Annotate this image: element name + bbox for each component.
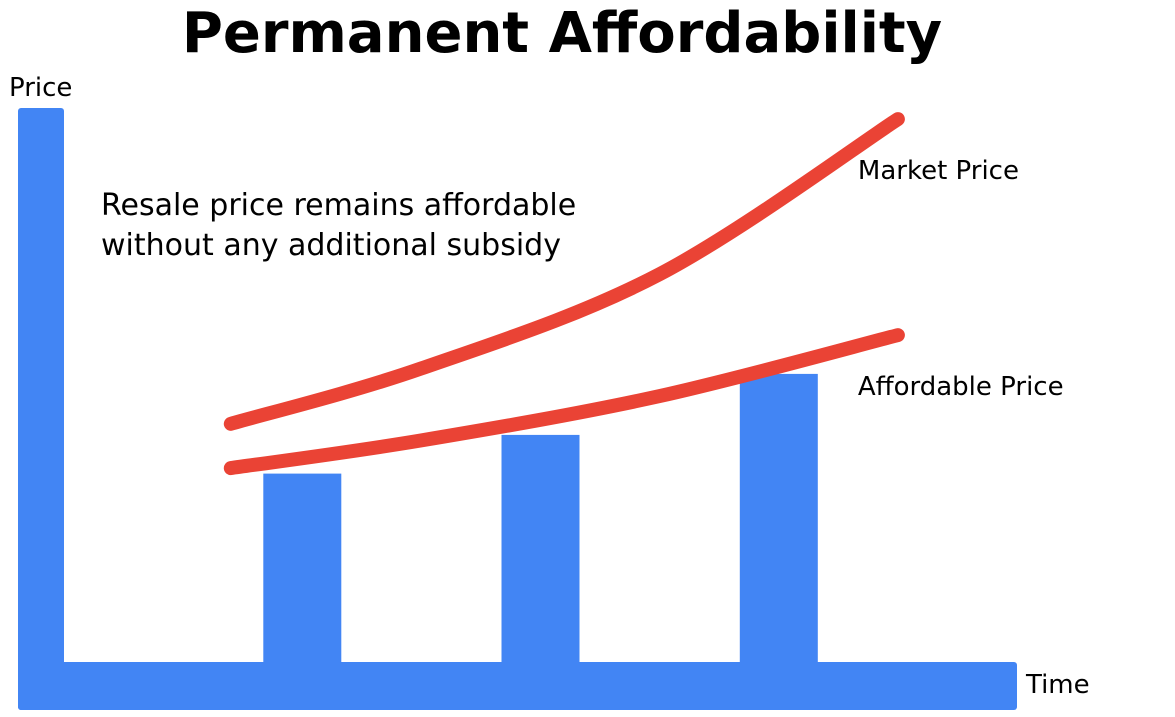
series-labels-layer: Market Price Affordable Price (858, 156, 1064, 402)
market-price-line (223, 112, 905, 431)
bar-2 (501, 434, 580, 662)
affordable-price-label: Affordable Price (858, 372, 1064, 402)
chart-title: Permanent Affordability (182, 1, 942, 66)
bars-layer (263, 373, 818, 662)
x-axis-label: Time (1025, 670, 1090, 700)
bar-3 (739, 373, 818, 662)
annotation-line-2: without any additional subsidy (101, 228, 561, 263)
market-price-label: Market Price (858, 156, 1019, 186)
y-axis (18, 108, 64, 710)
affordable-price-line (223, 328, 905, 476)
y-axis-label: Price (9, 73, 72, 103)
annotation-text: Resale price remains affordable without … (101, 188, 586, 263)
annotation-line-1: Resale price remains affordable (101, 188, 576, 223)
x-axis (18, 662, 1017, 710)
axes-layer (18, 108, 1017, 710)
lines-layer (223, 112, 905, 476)
bar-1 (263, 473, 342, 662)
